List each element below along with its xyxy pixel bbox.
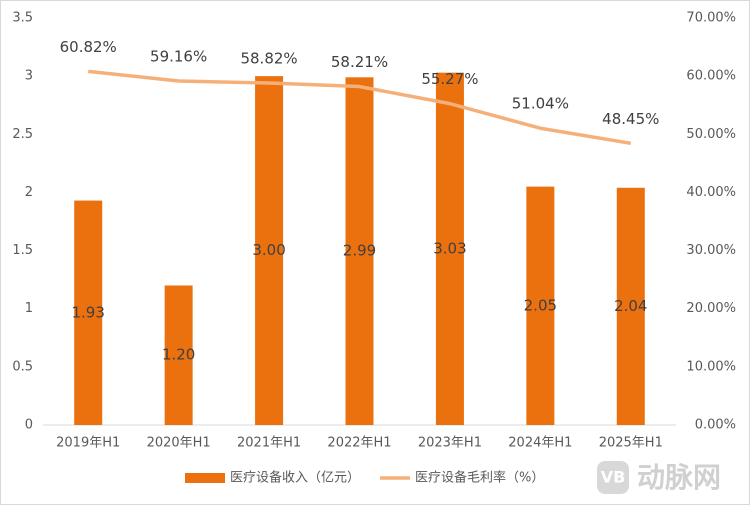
y-tick-label: 3.5 — [12, 11, 33, 26]
y-tick-label: 1 — [25, 301, 33, 316]
y2-tick-label: 20.00% — [686, 301, 736, 316]
bar — [255, 76, 284, 426]
y2-tick-label: 50.00% — [686, 127, 736, 142]
y2-tick-label: 70.00% — [686, 11, 736, 26]
x-tick-label: 2021年H1 — [237, 436, 301, 451]
value-label: 3.03 — [433, 239, 466, 257]
legend-label: 医疗设备毛利率（%） — [415, 470, 544, 486]
value-label: 1.93 — [72, 303, 105, 321]
y-tick-label: 1.5 — [12, 243, 33, 258]
value-label: 58.82% — [240, 50, 297, 68]
y-tick-label: 0 — [25, 418, 33, 433]
y2-tick-label: 40.00% — [686, 185, 736, 200]
bar — [164, 285, 193, 425]
value-label: 2.04 — [614, 297, 647, 315]
x-tick-label: 2023年H1 — [418, 436, 482, 451]
value-label: 51.04% — [512, 95, 569, 113]
value-label: 2.05 — [524, 296, 557, 314]
y-tick-label: 2.5 — [12, 127, 33, 142]
y2-tick-label: 30.00% — [686, 243, 736, 258]
y2-tick-label: 60.00% — [686, 69, 736, 84]
x-tick-label: 2025年H1 — [599, 436, 663, 451]
value-label: 1.20 — [162, 346, 195, 364]
line — [88, 69, 632, 146]
bar — [526, 186, 555, 425]
bar — [435, 72, 464, 425]
value-label: 58.21% — [331, 53, 388, 71]
y-tick-label: 0.5 — [12, 359, 33, 374]
value-label: 55.27% — [421, 70, 478, 88]
x-tick-label: 2022年H1 — [327, 436, 391, 451]
bar — [345, 77, 374, 425]
y-tick-label: 2 — [25, 185, 33, 200]
watermark-logo-box — [597, 461, 629, 494]
watermark: 动脉网 — [637, 461, 721, 494]
x-tick-label: 2024年H1 — [508, 436, 572, 451]
value-label: 60.82% — [60, 38, 117, 56]
legend-label: 医疗设备收入（亿元） — [230, 470, 360, 486]
bar — [616, 187, 645, 425]
watermark-logo: VB — [601, 468, 626, 487]
value-label: 3.00 — [252, 241, 285, 259]
x-tick-label: 2020年H1 — [147, 436, 211, 451]
value-label: 2.99 — [343, 242, 376, 260]
legend-swatch — [185, 473, 225, 483]
y2-tick-label: 0.00% — [695, 418, 736, 433]
value-label: 59.16% — [150, 48, 207, 66]
x-tick-label: 2019年H1 — [56, 436, 120, 451]
y-tick-label: 3 — [25, 69, 33, 84]
value-label: 48.45% — [602, 110, 659, 128]
y2-tick-label: 10.00% — [686, 359, 736, 374]
bar — [74, 200, 103, 425]
